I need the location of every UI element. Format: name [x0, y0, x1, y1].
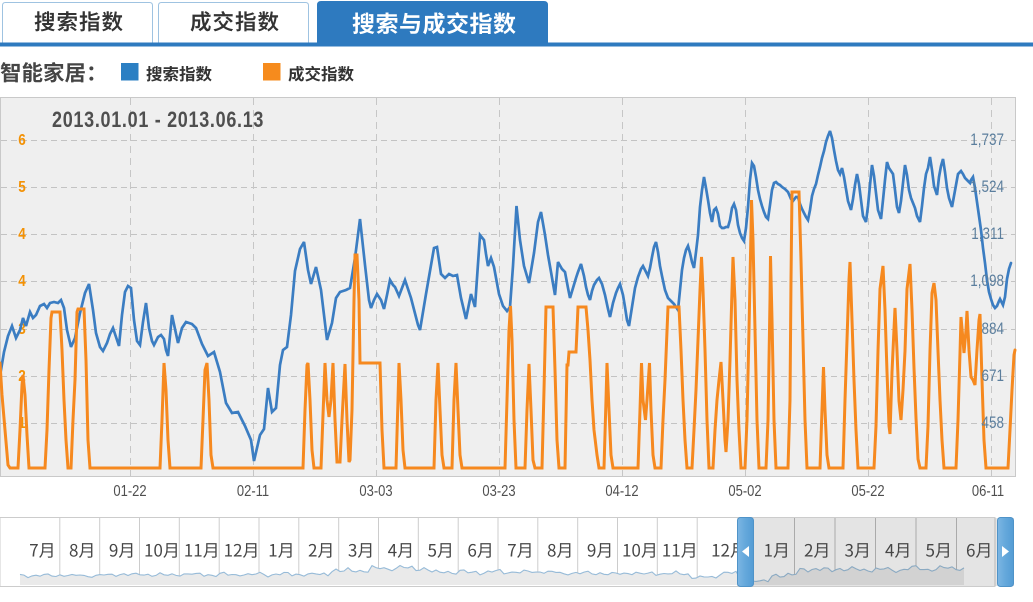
svg-text:3: 3 [18, 321, 26, 338]
svg-text:1,524: 1,524 [970, 179, 1004, 196]
svg-text:05-22: 05-22 [851, 483, 884, 500]
svg-text:2013.01.01 - 2013.06.13: 2013.01.01 - 2013.06.13 [52, 108, 264, 132]
svg-text:03-03: 03-03 [359, 483, 392, 500]
svg-text:884: 884 [981, 321, 1004, 338]
svg-text:6: 6 [18, 132, 26, 149]
svg-text:01-22: 01-22 [113, 483, 146, 500]
svg-text:5: 5 [18, 179, 26, 196]
svg-text:1,737: 1,737 [970, 132, 1004, 149]
svg-text:1,098: 1,098 [970, 273, 1004, 290]
svg-text:03-23: 03-23 [482, 483, 515, 500]
svg-text:1: 1 [18, 415, 26, 432]
svg-text:06-11: 06-11 [972, 483, 1004, 500]
svg-text:4: 4 [18, 273, 26, 290]
svg-text:671: 671 [981, 368, 1004, 385]
svg-text:02-11: 02-11 [237, 483, 269, 500]
svg-text:04-12: 04-12 [605, 483, 638, 500]
svg-text:1,311: 1,311 [971, 226, 1004, 243]
svg-text:458: 458 [981, 415, 1004, 432]
svg-text:4: 4 [18, 226, 26, 243]
svg-text:05-02: 05-02 [728, 483, 761, 500]
